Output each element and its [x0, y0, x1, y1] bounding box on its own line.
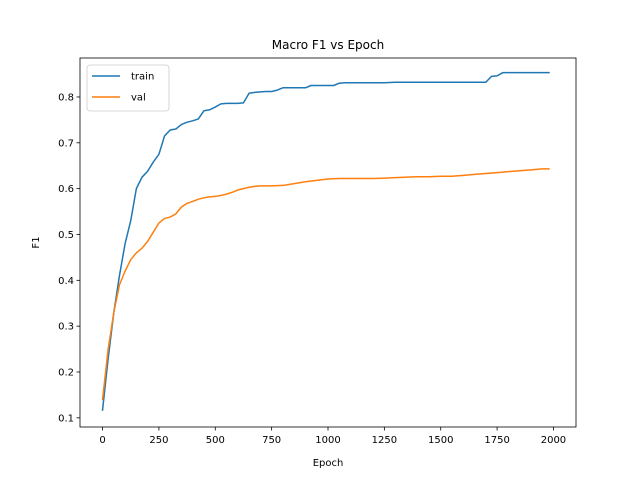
- y-tick-label: 0.7: [58, 138, 74, 149]
- x-tick-label: 1250: [372, 435, 397, 446]
- y-tick-label: 0.5: [58, 230, 74, 241]
- series-line-train: [101, 71, 550, 411]
- x-tick-label: 0: [99, 435, 105, 446]
- x-axis-ticks: 0 250 500 750 1000 1250 1500 1750 2000: [99, 427, 566, 446]
- y-tick-label: 0.6: [58, 184, 74, 195]
- y-tick-label: 0.4: [58, 276, 74, 287]
- x-tick-label: 1000: [315, 435, 340, 446]
- x-tick-label: 1500: [428, 435, 453, 446]
- y-tick-label: 0.2: [58, 367, 74, 378]
- legend: train val: [86, 64, 170, 112]
- x-tick-label: 250: [149, 435, 168, 446]
- legend-label-val: val: [131, 93, 146, 104]
- y-tick-label: 0.8: [58, 92, 74, 103]
- legend-label-train: train: [131, 72, 154, 83]
- y-axis-ticks: 0.1 0.2 0.3 0.4 0.5 0.6 0.7 0.8: [58, 92, 80, 424]
- y-tick-label: 0.1: [58, 413, 74, 424]
- y-axis-label: F1: [31, 236, 42, 248]
- x-tick-label: 750: [262, 435, 281, 446]
- y-tick-label: 0.3: [58, 322, 74, 333]
- x-tick-label: 1750: [484, 435, 509, 446]
- series-layer: [101, 71, 550, 411]
- series-line-val: [101, 168, 550, 401]
- x-axis-label: Epoch: [313, 458, 344, 469]
- legend-box: [86, 64, 170, 112]
- x-tick-label: 500: [206, 435, 225, 446]
- x-tick-label: 2000: [541, 435, 566, 446]
- chart-title: Macro F1 vs Epoch: [272, 38, 384, 52]
